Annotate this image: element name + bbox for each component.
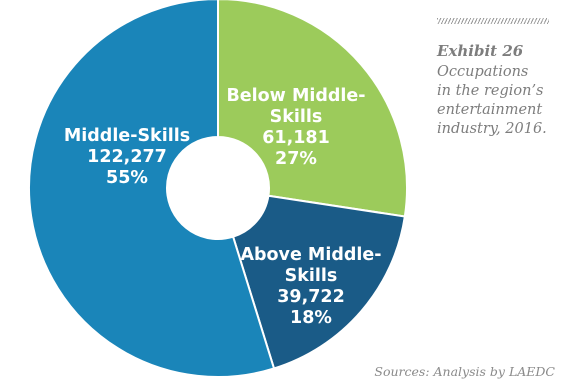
slice-percent-label: 55% [106,168,148,188]
source-note: Sources: Analysis by LAEDC [374,364,555,379]
slice-below-middle-skills [217,0,408,218]
caption-line: Occupations [437,64,529,80]
slice-name-line: Skills [285,266,338,286]
slice-middle-skills [28,0,276,378]
slice-percent-label: 18% [290,308,332,328]
slice-label: Above Middle-Skills 39,722 18% [240,245,381,328]
exhibit-caption: Occupations in the region’s entertainmen… [437,63,582,139]
slice-value-label: 122,277 [87,147,167,167]
slice-percent-label: 27% [275,149,317,169]
slice-label: Middle-Skills 122,277 55% [64,126,190,188]
slice-label: Below Middle-Skills 61,181 27% [226,86,365,169]
slice-value-label: 39,722 [277,287,345,307]
slice-value-label: 61,181 [262,128,330,148]
slice-name-line: Skills [270,107,323,127]
caption-line: industry, 2016. [437,121,547,137]
exhibit-number: Exhibit 26 [437,42,524,60]
hatch-decoration [437,18,549,24]
slice-name-line: Below Middle- [226,86,365,106]
slices-layer [28,0,408,378]
caption-line: in the region’s [437,83,544,99]
labels-layer: Below Middle-Skills 61,181 27%Above Middle… [64,86,382,328]
slice-name-line: Above Middle- [240,245,381,265]
exhibit-panel: Exhibit 26 Occupations in the region’s e… [437,18,582,139]
slice-above-middle-skills [231,194,406,370]
caption-line: entertainment [437,102,543,118]
slice-name-line: Middle-Skills [64,126,190,146]
donut-chart: Below Middle-Skills 61,181 27%Above Middle… [28,0,408,378]
